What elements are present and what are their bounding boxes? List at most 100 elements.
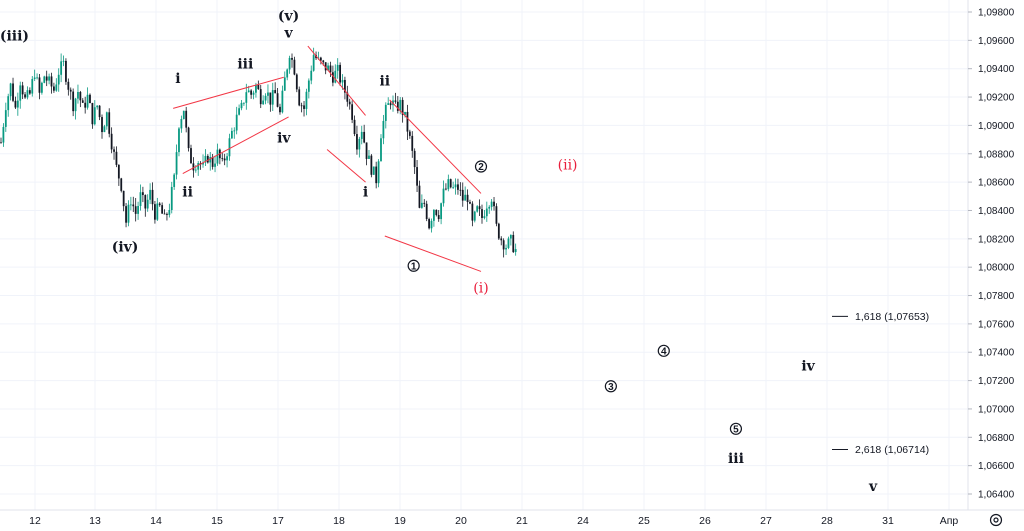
trendlines <box>173 45 482 272</box>
y-tick-label: 1,07000 <box>978 404 1015 415</box>
candle-body <box>21 85 24 95</box>
candle-body <box>79 92 82 101</box>
x-tick-label: 27 <box>760 515 772 527</box>
y-tick-label: 1,09400 <box>978 64 1015 75</box>
candle-body <box>433 209 435 221</box>
candle-body <box>341 79 344 83</box>
candle-body <box>327 65 329 71</box>
candle-body <box>481 209 483 218</box>
candle-body <box>233 130 236 132</box>
candle-body <box>307 80 310 92</box>
candle-body <box>269 92 272 105</box>
candle-body <box>401 99 404 115</box>
wave-label: v <box>868 479 878 495</box>
y-tick-label: 1,07200 <box>978 376 1015 387</box>
trendline[interactable] <box>384 235 482 272</box>
y-tick-label: 1,06800 <box>978 433 1015 444</box>
candle-body <box>288 57 291 70</box>
candle-body <box>356 134 358 150</box>
candle-body <box>240 102 243 109</box>
y-tick-label: 1,09800 <box>978 8 1015 19</box>
settings-icon[interactable] <box>985 511 1007 529</box>
candle-body <box>295 74 298 90</box>
trendline[interactable] <box>182 116 289 175</box>
candle-body <box>464 194 467 201</box>
candle-body <box>151 189 154 205</box>
candle-body <box>252 92 255 95</box>
candle-body <box>312 55 315 71</box>
candle-body <box>194 169 197 171</box>
candle-body <box>163 213 166 215</box>
candle-body <box>346 92 349 102</box>
candle-body <box>300 105 303 107</box>
time-axis[interactable]: 12 13 14 15 17 18 19 20 21 24 25 26 27 28 31 Апр <box>29 515 958 527</box>
candle-body <box>382 120 385 139</box>
candle-body <box>435 209 438 216</box>
candle-body <box>226 156 228 161</box>
candle-body <box>166 213 168 215</box>
candle-body <box>28 90 31 94</box>
candle-body <box>173 174 176 187</box>
candle-body <box>223 158 226 161</box>
candle-body <box>139 192 142 206</box>
trendline[interactable] <box>307 45 366 116</box>
wave-label: ii <box>182 184 193 200</box>
candle-body <box>110 133 113 150</box>
candle-body <box>404 111 406 115</box>
candle-body <box>127 204 130 223</box>
candle-body <box>428 218 430 229</box>
candle-body <box>57 74 60 85</box>
candle-body <box>358 138 361 150</box>
y-tick-label: 1,09200 <box>978 93 1015 104</box>
x-tick-label: 19 <box>394 515 406 527</box>
candle-body <box>457 184 459 190</box>
candle-body <box>420 202 423 208</box>
candle-body <box>476 206 479 212</box>
candle-body <box>36 77 38 79</box>
candle-body <box>408 131 411 136</box>
candle-body <box>60 61 63 75</box>
candle-body <box>132 204 135 207</box>
candle-body <box>158 203 161 206</box>
candle-body <box>495 206 498 224</box>
fib-levels: 1,618 (1,07653) 2,618 (1,06714) <box>832 311 929 456</box>
candle-body <box>348 101 351 105</box>
x-tick-label: 25 <box>638 515 650 527</box>
fib-level-label: 1,618 (1,07653) <box>855 311 929 323</box>
candle-body <box>98 105 101 118</box>
x-tick-label: 21 <box>516 515 528 527</box>
candle-body <box>324 62 327 71</box>
candle-body <box>445 188 447 190</box>
candle-body <box>19 85 22 101</box>
x-tick-label: 20 <box>455 515 467 527</box>
candle-body <box>31 79 34 94</box>
trendline[interactable] <box>326 149 366 183</box>
wave-circle-label: 2 <box>478 162 484 173</box>
candle-body <box>416 167 418 186</box>
fib-level-label: 2,618 (1,06714) <box>855 444 929 456</box>
candle-body <box>334 70 337 83</box>
candle-body <box>303 105 305 109</box>
candle-body <box>4 110 7 127</box>
trendline[interactable] <box>173 76 284 109</box>
gear-icon <box>989 513 1003 527</box>
x-tick-label: 15 <box>211 515 223 527</box>
candle-body <box>144 195 147 209</box>
candle-body <box>96 105 99 108</box>
candle-body <box>235 114 238 131</box>
x-tick-label: 14 <box>150 515 162 527</box>
trendline[interactable] <box>389 99 482 194</box>
candle-body <box>310 70 313 81</box>
candle-body <box>12 83 14 101</box>
price-axis[interactable]: 1,09800 1,09600 1,09400 1,09200 1,09000 1,088… <box>968 8 1015 501</box>
candle-body <box>469 202 471 204</box>
candle-body <box>141 192 144 196</box>
candle-body <box>211 156 214 167</box>
wave-circle <box>407 259 420 272</box>
candle-body <box>368 155 370 159</box>
candle-body <box>339 64 342 83</box>
candle-body <box>394 100 397 102</box>
candle-body <box>115 151 118 165</box>
candle-body <box>86 94 89 108</box>
